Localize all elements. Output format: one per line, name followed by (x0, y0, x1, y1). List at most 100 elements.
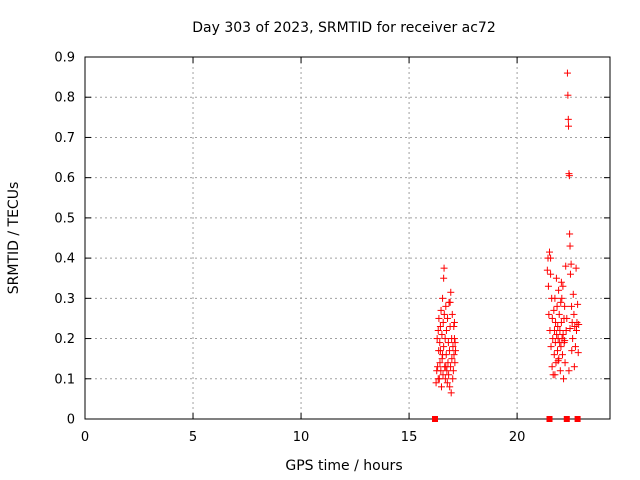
x-tick-label: 20 (509, 430, 526, 445)
data-point-plus (573, 327, 581, 335)
data-point-plus (440, 264, 448, 272)
data-point-plus (555, 310, 563, 318)
data-point-plus (435, 314, 443, 322)
y-tick-label: 0.1 (54, 372, 75, 387)
y-tick-label: 0.6 (54, 171, 75, 186)
y-tick-label: 0.9 (54, 51, 75, 66)
data-point-plus (446, 383, 454, 391)
data-point-plus (551, 371, 559, 379)
data-point-plus (432, 379, 440, 387)
data-point-plus (543, 266, 551, 274)
data-point-plus (438, 331, 446, 339)
data-point-plus (448, 355, 456, 363)
data-point-plus (550, 351, 558, 359)
data-point-plus (450, 335, 458, 343)
data-point-plus (444, 314, 452, 322)
data-point-plus (568, 347, 576, 355)
y-tick-label: 0.8 (54, 91, 75, 106)
data-point-plus (552, 274, 560, 282)
data-point-plus (443, 379, 451, 387)
data-point-plus (567, 260, 575, 268)
data-point-plus (450, 318, 458, 326)
data-point-plus (569, 335, 577, 343)
data-point-square (574, 416, 581, 422)
x-tick-label: 5 (189, 430, 197, 445)
data-point-plus (548, 314, 556, 322)
data-point-plus (566, 230, 574, 238)
data-point-plus (547, 270, 555, 278)
y-tick-label: 0.4 (54, 252, 75, 267)
data-point-plus (566, 325, 574, 332)
data-point-plus (563, 314, 571, 322)
data-point-plus (442, 363, 450, 371)
x-axis-label: GPS time / hours (285, 458, 402, 474)
data-point-plus (451, 359, 459, 367)
axis-ticks: 0 5 10 15 20 0 0.1 0.2 0.3 0.4 0.5 0.6 0.7 0.8 0.9 (54, 51, 610, 445)
data-point-plus (561, 337, 569, 345)
data-point-plus (434, 375, 442, 383)
data-point-plus (439, 318, 447, 326)
data-point-plus (545, 310, 553, 318)
data-point-plus (550, 306, 558, 314)
data-point-plus (444, 339, 452, 347)
data-point-plus (444, 359, 452, 367)
plot-frame (84, 56, 611, 420)
data-point-plus (561, 359, 569, 367)
data-point-plus (562, 327, 570, 335)
grid-lines (85, 57, 610, 419)
data-point-plus (436, 339, 444, 347)
y-tick-label: 0.3 (54, 292, 75, 307)
data-point-plus (564, 91, 572, 99)
data-point-plus (450, 322, 458, 330)
data-point-plus (437, 367, 445, 375)
y-tick-label: 0.5 (54, 211, 75, 226)
data-point-plus (557, 298, 565, 306)
data-point-plus (571, 343, 579, 351)
data-point-plus (557, 343, 565, 351)
data-point-plus (552, 318, 560, 326)
data-point-plus (443, 367, 451, 375)
data-point-plus (445, 347, 453, 355)
data-point-plus (554, 347, 561, 355)
y-tick-label: 0.7 (54, 131, 75, 146)
data-point-square (546, 416, 553, 422)
data-point-plus (558, 294, 566, 302)
data-point-plus (442, 327, 450, 335)
data-point-plus (568, 302, 576, 310)
data-point-plus (449, 367, 457, 375)
data-point-plus (548, 363, 556, 371)
data-point-plus (553, 331, 561, 339)
data-point-plus (565, 367, 573, 375)
data-point-plus (551, 294, 559, 302)
data-point-plus (433, 335, 441, 343)
data-point-plus (564, 115, 572, 123)
data-point-plus (557, 318, 565, 326)
data-point-plus (445, 371, 453, 379)
data-point-plus (440, 343, 448, 351)
data-point-plus (439, 351, 447, 359)
data-point-plus (439, 294, 447, 302)
data-point-plus (449, 343, 457, 351)
data-point-plus (436, 322, 444, 330)
data-point-plus (437, 306, 445, 314)
data-points (432, 69, 583, 422)
data-point-plus (441, 335, 449, 343)
data-point-plus (442, 302, 450, 310)
data-point-plus (440, 274, 448, 282)
data-point-square (432, 416, 438, 422)
data-point-plus (437, 383, 445, 391)
data-point-plus (440, 310, 448, 318)
y-axis-label: SRMTID / TECUs (6, 182, 22, 295)
data-point-plus (451, 339, 459, 347)
data-point-plus (441, 375, 449, 383)
data-point-plus (544, 282, 552, 290)
data-point-plus (575, 320, 583, 328)
data-point-plus (449, 375, 457, 383)
data-point-plus (554, 357, 562, 365)
data-point-plus (450, 351, 458, 359)
y-tick-label: 0 (67, 413, 75, 428)
data-point-plus (566, 270, 574, 278)
data-point-square (563, 416, 570, 422)
y-tick-label: 0.2 (54, 332, 75, 347)
data-point-plus (556, 327, 564, 335)
